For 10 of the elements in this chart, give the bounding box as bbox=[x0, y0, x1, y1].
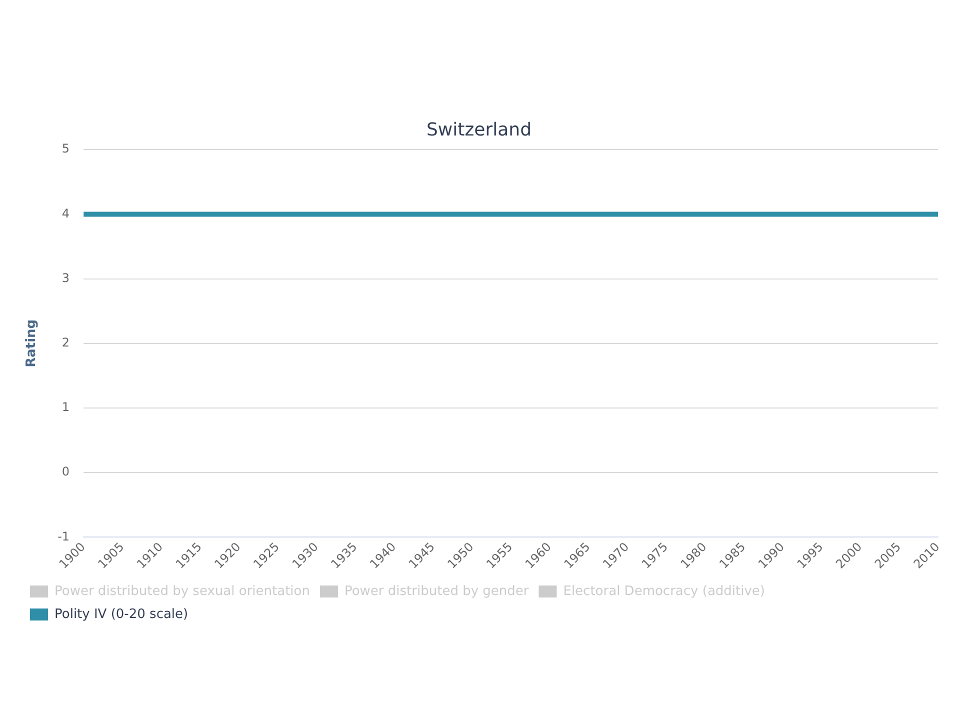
y-tick-label: 5 bbox=[62, 142, 70, 156]
y-tick-label: 4 bbox=[62, 206, 70, 220]
y-axis-title: Rating bbox=[24, 319, 40, 368]
y-tick-label: 0 bbox=[62, 464, 70, 479]
chart-title: Switzerland bbox=[426, 119, 532, 140]
y-tick-label: 3 bbox=[62, 270, 70, 285]
legend-label: Polity IV (0-20 scale) bbox=[54, 606, 188, 622]
y-tick-label: -1 bbox=[58, 529, 70, 544]
y-tick-label: 1 bbox=[62, 400, 70, 414]
y-tick-label: 2 bbox=[62, 336, 70, 350]
